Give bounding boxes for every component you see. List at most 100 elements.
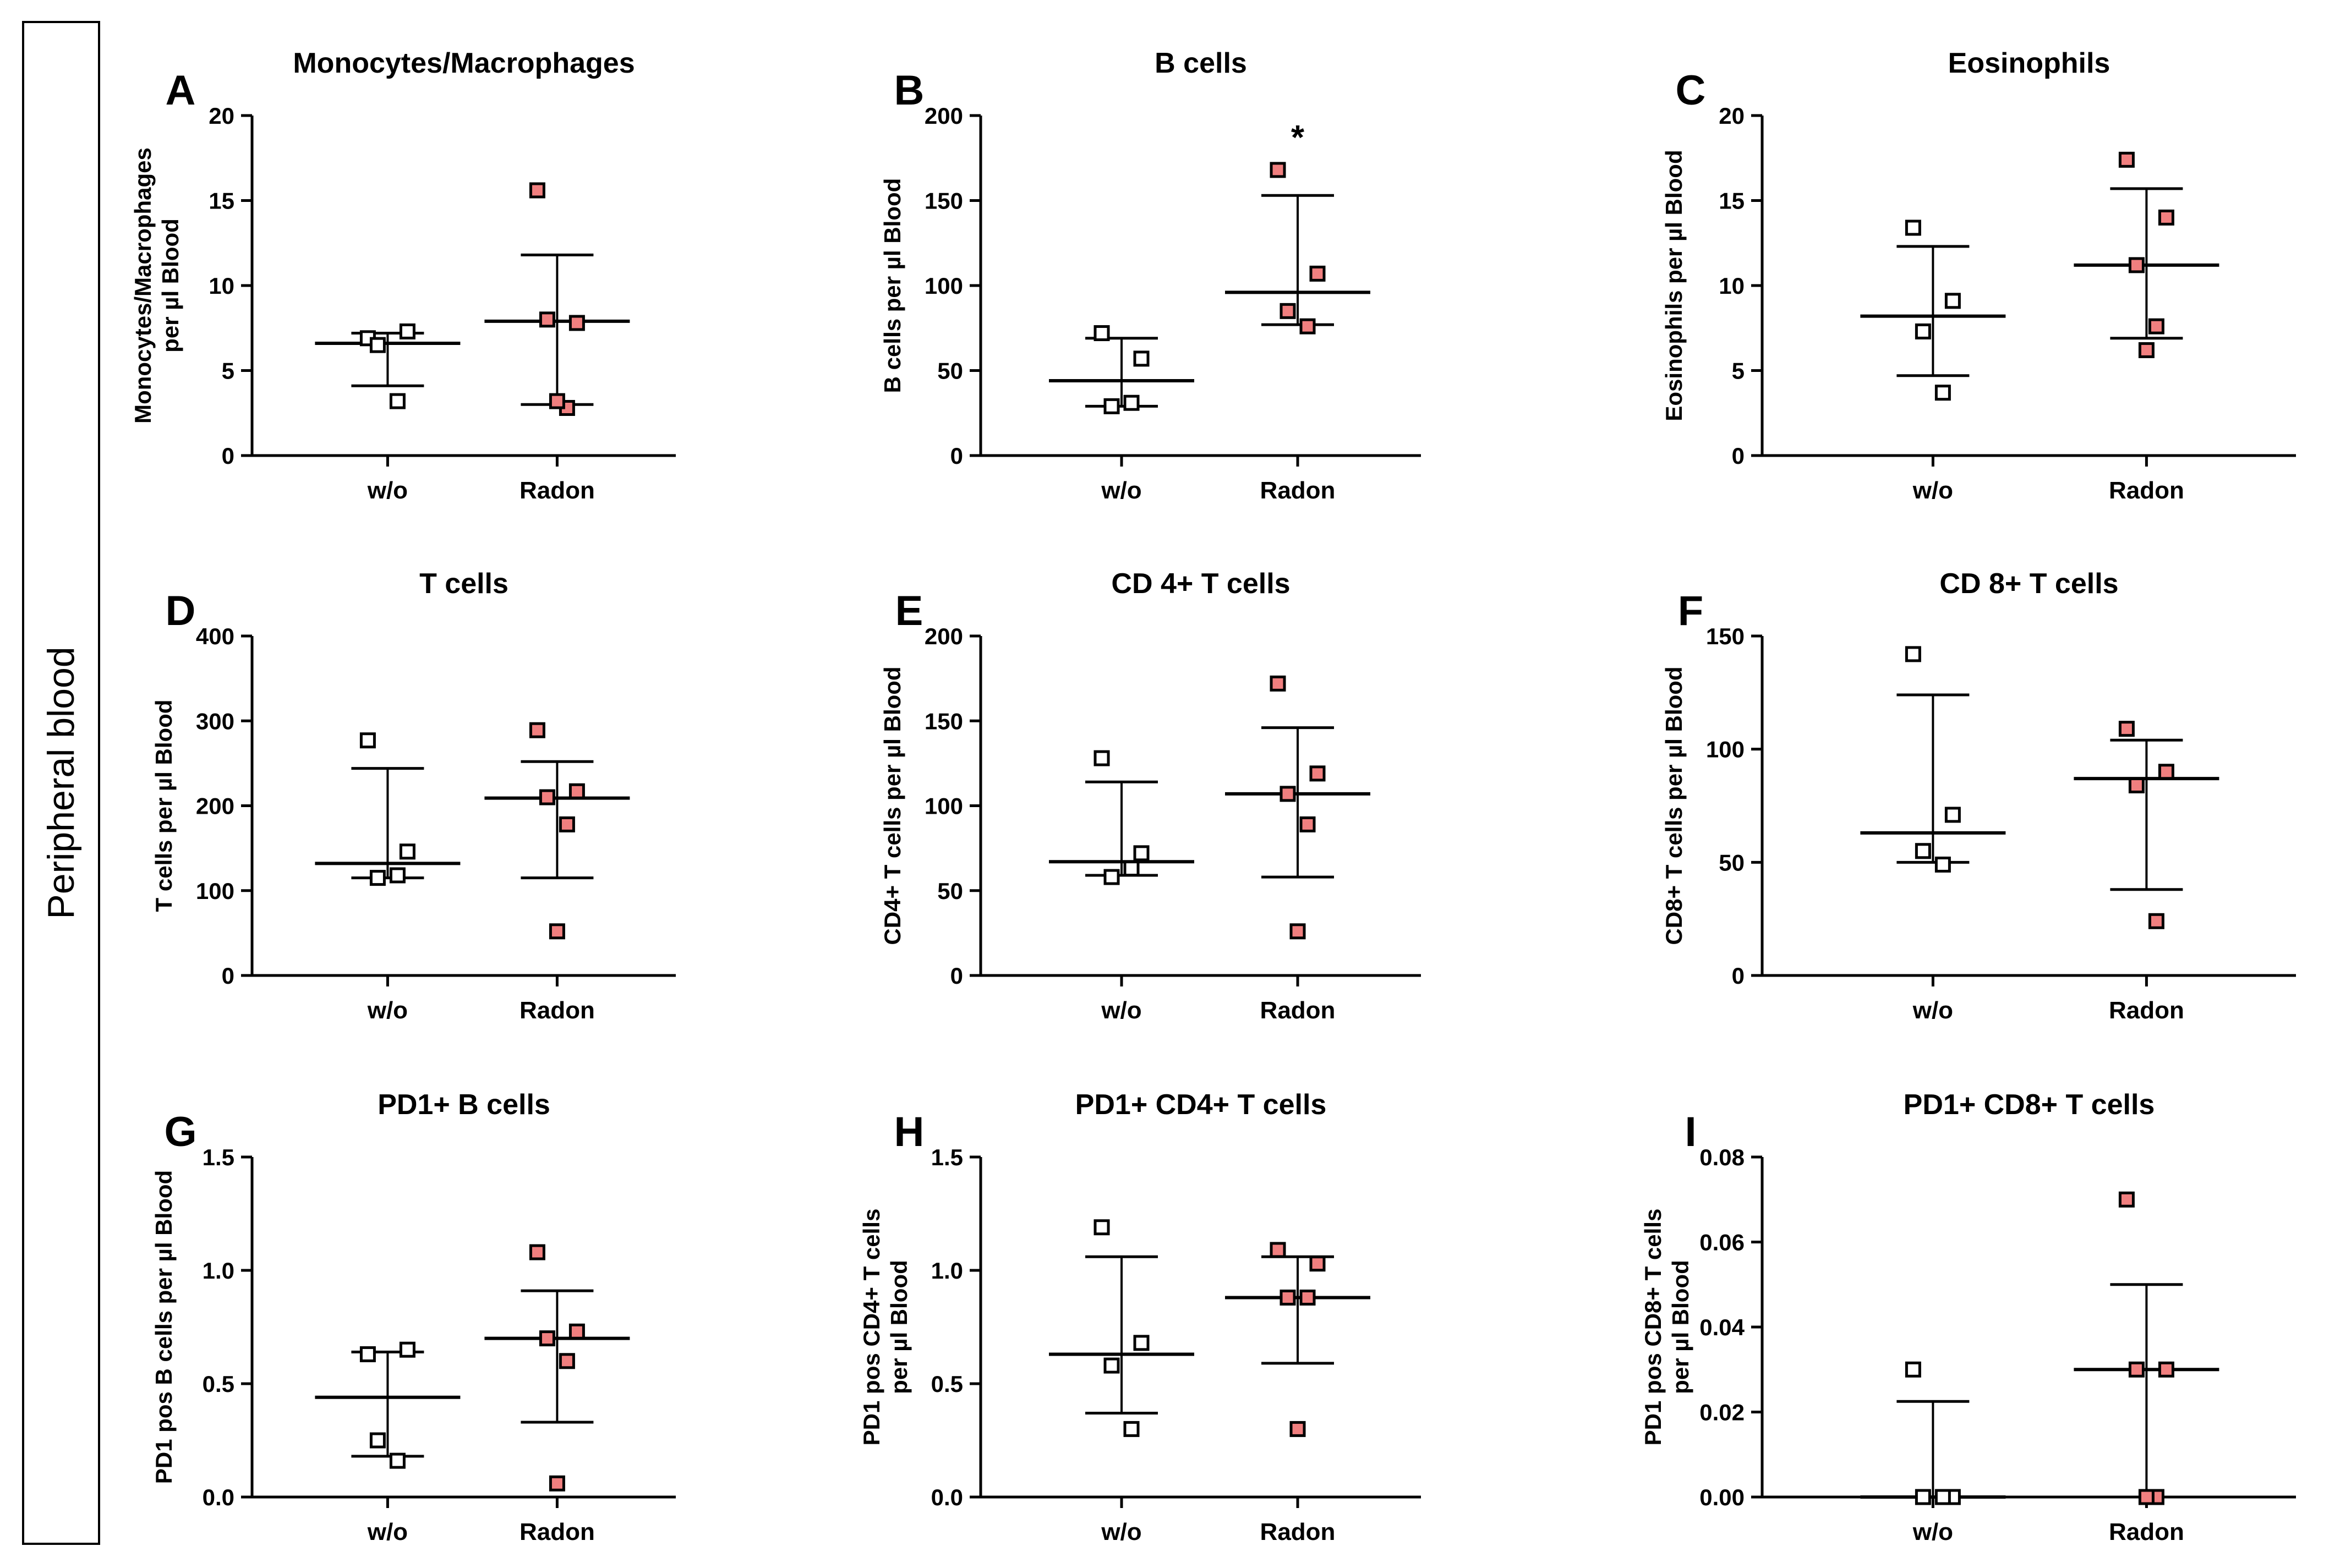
- panel-title: CD 8+ T cells: [1939, 568, 2118, 600]
- panel-letter: C: [1676, 67, 1706, 114]
- data-point: [1133, 350, 1150, 367]
- panel-c: Eosinophils C 0 5 10 15 20 w/o Radon Eosinophils …: [1661, 47, 2296, 504]
- series-wo: [1049, 750, 1194, 885]
- panel-title: CD 4+ T cells: [1111, 568, 1290, 600]
- data-point: [2148, 913, 2164, 929]
- data-point: [389, 393, 406, 409]
- data-point: [2138, 1489, 2155, 1505]
- series-wo: [315, 1341, 461, 1469]
- y-axis-label-line: T cells per µl Blood: [151, 700, 177, 912]
- data-point: [1094, 325, 1110, 342]
- x-category-label: w/o: [367, 477, 408, 504]
- data-point: [1103, 1357, 1120, 1374]
- data-point: [549, 923, 565, 940]
- panel-letter: H: [894, 1109, 925, 1155]
- data-point: [529, 1244, 545, 1260]
- significance-marker: *: [1291, 119, 1305, 157]
- y-axis-label-line: per µl Blood: [157, 218, 183, 353]
- panel-letter: A: [166, 67, 196, 114]
- panel-letter: D: [166, 588, 196, 634]
- y-axis-label-line: per µl Blood: [1667, 1260, 1693, 1394]
- y-tick-label: 10: [209, 273, 234, 299]
- y-tick-label: 50: [1719, 849, 1745, 875]
- data-point: [1905, 646, 1921, 662]
- y-tick-label: 0.06: [1699, 1230, 1745, 1256]
- panel-i: PD1+ CD8+ T cells I 0.00 0.02 0.04 0.06 0.08 w/…: [1640, 1089, 2296, 1545]
- series-radon: [1225, 1242, 1370, 1437]
- data-point: [399, 1341, 415, 1358]
- data-point: [539, 789, 555, 805]
- panel-title: B cells: [1155, 47, 1247, 79]
- data-point: [1309, 265, 1326, 282]
- data-point: [1299, 318, 1316, 335]
- y-axis-label: B cells per µl Blood: [879, 178, 905, 393]
- x-category-label: w/o: [1912, 477, 1953, 504]
- panel-e: CD 4+ T cells E 0 50 100 150 200 w/o Radon CD4+ T…: [879, 568, 1421, 1024]
- panel-letter: F: [1678, 588, 1703, 634]
- y-tick-label: 100: [1706, 737, 1745, 763]
- data-point: [2118, 151, 2135, 168]
- data-point: [529, 182, 545, 199]
- x-category-label: w/o: [1912, 997, 1953, 1024]
- y-tick-label: 400: [196, 623, 234, 649]
- data-point: [2158, 1361, 2174, 1378]
- data-point: [1944, 807, 1961, 823]
- data-point: [389, 1452, 406, 1469]
- data-point: [1270, 675, 1286, 692]
- x-category-label: Radon: [1260, 997, 1336, 1024]
- panel-letter: G: [164, 1109, 196, 1155]
- y-tick-label: 15: [1719, 188, 1745, 214]
- panel-title: PD1+ CD4+ T cells: [1075, 1089, 1327, 1121]
- panel-g: PD1+ B cells G 0.0 0.5 1.0 1.5 w/o Radon PD1 pos…: [151, 1089, 676, 1545]
- x-category-label: Radon: [520, 477, 595, 504]
- y-tick-label: 15: [209, 188, 234, 214]
- y-tick-label: 0: [1732, 963, 1745, 989]
- data-point: [1103, 398, 1120, 414]
- data-point: [1934, 856, 1951, 873]
- y-tick-label: 1.5: [931, 1144, 963, 1170]
- data-point: [1309, 765, 1326, 782]
- y-tick-label: 150: [1706, 623, 1745, 649]
- data-point: [559, 816, 575, 832]
- y-tick-label: 200: [196, 793, 234, 819]
- y-tick-label: 0.5: [203, 1371, 234, 1397]
- data-point: [1915, 1489, 1931, 1505]
- x-category-label: w/o: [1912, 1518, 1953, 1545]
- y-tick-label: 1.0: [203, 1258, 234, 1284]
- x-category-label: Radon: [520, 1518, 595, 1545]
- data-point: [1103, 869, 1120, 885]
- series-radon: [2074, 721, 2219, 929]
- data-point: [359, 1346, 376, 1362]
- y-tick-label: 20: [209, 103, 234, 129]
- data-point: [549, 1475, 565, 1492]
- y-tick-label: 0.0: [931, 1484, 963, 1510]
- y-tick-label: 1.0: [931, 1258, 963, 1284]
- y-axis-label-line: per µl Blood: [886, 1260, 912, 1394]
- y-tick-label: 0: [222, 963, 234, 989]
- y-axis-label: PD1 pos B cells per µl Blood: [151, 1170, 177, 1484]
- panel-f: CD 8+ T cells F 0 50 100 150 w/o Radon CD8+ T ce…: [1661, 568, 2296, 1024]
- data-point: [1915, 323, 1931, 339]
- x-category-label: w/o: [1101, 1518, 1141, 1545]
- panel-a: Monocytes/Macrophages A 0 5 10 15 20 w/o Radon Mo…: [130, 47, 676, 504]
- x-category-label: w/o: [1101, 477, 1141, 504]
- y-tick-label: 200: [925, 103, 963, 129]
- data-point: [1915, 843, 1931, 859]
- y-tick-label: 100: [925, 793, 963, 819]
- data-point: [359, 732, 376, 749]
- data-point: [1289, 923, 1306, 940]
- data-point: [539, 311, 555, 328]
- data-point: [1133, 1335, 1150, 1351]
- series-radon: [484, 722, 630, 940]
- data-point: [2118, 1191, 2135, 1208]
- y-tick-label: 20: [1719, 103, 1745, 129]
- data-point: [1280, 303, 1296, 319]
- y-tick-label: 150: [925, 708, 963, 734]
- panel-title: PD1+ B cells: [378, 1089, 550, 1121]
- y-axis-label: T cells per µl Blood: [151, 700, 177, 912]
- y-axis-label-line: B cells per µl Blood: [879, 178, 905, 393]
- data-point: [2158, 209, 2174, 226]
- panel-title: PD1+ CD8+ T cells: [1904, 1089, 2155, 1121]
- data-point: [568, 1323, 585, 1340]
- data-point: [369, 337, 386, 353]
